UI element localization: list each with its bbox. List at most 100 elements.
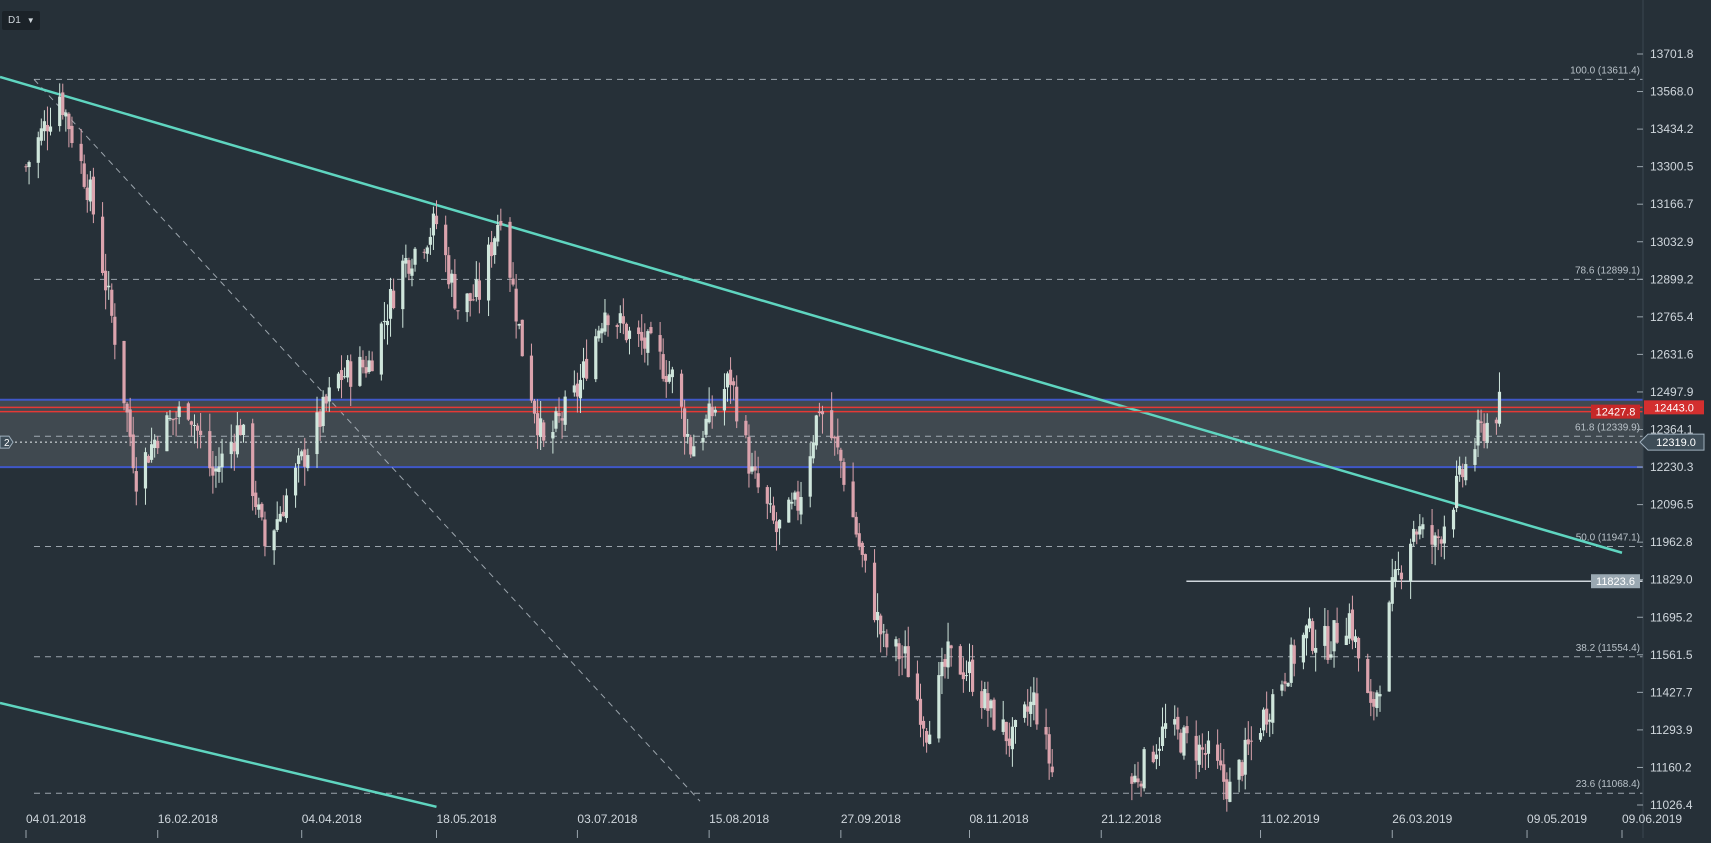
candle-body [1139,783,1143,787]
candle-body [756,473,760,488]
current-price-tag: 12443.0 [1644,400,1704,415]
candle-body [1271,694,1275,723]
timeframe-selector[interactable]: D1 ▼ [2,11,40,30]
trendline-upper-descending [0,75,1623,554]
candle-body [327,387,331,402]
candle-body [346,360,350,378]
candle-body [1182,727,1186,756]
price-tags-group: 12443.0 12427.8 12319.0 11823.6 2 [0,400,1705,589]
candle-body [1307,618,1312,629]
axes-group: 13701.8 13568.0 13434.2 13300.5 13166.7 13032… [25,0,1694,838]
candle-body [1179,732,1183,753]
candle-body [857,533,861,547]
candle-body [542,422,546,441]
candle-body [1421,524,1425,530]
candle-body [425,247,429,254]
candle-body [799,497,803,515]
candle-body [61,92,65,116]
candle-body [336,373,341,389]
candle-body [24,166,28,168]
candle-body [300,451,304,457]
candle-body [983,689,987,709]
horizontal-line-price-tag-bg [1591,574,1640,589]
time-tick-label: 21.12.2018 [1101,812,1161,826]
candle-body [940,661,944,677]
candle-body [1439,539,1443,544]
candle-body [177,406,181,418]
candle-body [453,274,457,309]
candle-body [456,310,460,312]
candle-body [496,224,500,242]
candle-body [692,446,696,457]
candle-body [444,224,448,256]
candle-body [490,242,494,257]
candle-body [447,255,451,285]
candle-body [284,495,288,519]
candle-body [885,633,889,648]
candle-body [774,521,779,533]
candle-body [235,425,239,455]
trendline-group [0,75,1623,809]
cursor-price-tag-label: 12319.0 [1656,437,1696,449]
candle-body [358,356,362,386]
candle-body [125,403,129,413]
candle-body [410,268,414,276]
candle-body [964,675,969,677]
candle-body [189,421,194,425]
candle-body [1369,691,1373,703]
candle-body [710,406,714,417]
candle-body [275,519,279,530]
candle-body [149,444,154,460]
candle-body [143,452,148,489]
candle-body [79,143,83,162]
candle-body [1353,636,1358,643]
candle-body [297,455,301,464]
candle-body [1032,692,1036,706]
candle-body [91,176,95,215]
time-tick-label: 03.07.2018 [577,812,637,826]
candle-body [1442,526,1446,544]
candle-body [1332,620,1336,652]
candle-body [1399,572,1404,580]
candle-body [1176,716,1180,730]
candle-body [1050,766,1054,773]
candle-body [404,257,408,264]
candle-body [980,691,984,709]
candle-body [27,162,31,168]
candle-body [281,511,285,517]
candle-body [854,516,858,535]
candle-body [257,504,261,510]
candle-body [1157,748,1162,751]
horizontal-line-price-tag: 11823.6 [1591,574,1640,589]
candle-body [370,360,374,372]
fib-level-label: 38.2 (11554.4) [1576,643,1640,654]
candle-body [637,327,641,335]
candles-group [24,83,1502,812]
price-tick-label: 11829.0 [1650,573,1693,587]
candle-body [315,412,319,455]
candle-body [241,424,246,436]
candle-body [474,279,478,297]
candle-body [1458,465,1462,475]
candle-body [747,436,751,474]
candle-body [1133,775,1137,783]
candle-body [732,381,736,386]
candle-body [937,675,941,739]
candle-body [946,641,950,668]
candle-body [918,698,923,725]
candle-body [146,456,151,463]
candle-body [578,379,583,399]
candle-body [842,462,846,485]
candle-body [1329,654,1333,658]
time-tick-label: 18.05.2018 [436,812,496,826]
candle-body [750,466,754,472]
candle-body [514,288,518,322]
candle-body [1185,726,1189,734]
candle-body [45,124,50,132]
candle-body [1151,751,1155,763]
fib-level-label: 78.6 (12899.1) [1575,265,1640,276]
candle-body [1026,706,1030,712]
candle-body [67,113,71,130]
candle-body [618,313,622,324]
